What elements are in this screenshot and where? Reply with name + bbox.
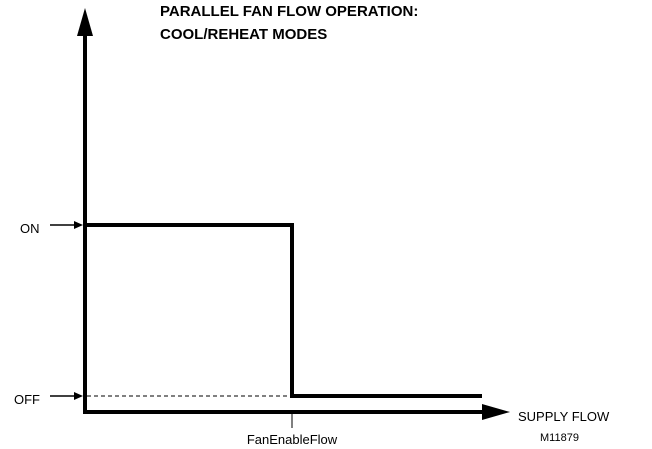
x-axis-label: SUPPLY FLOW (518, 409, 610, 424)
x-axis-arrow (482, 404, 510, 420)
y-axis-arrow (77, 8, 93, 36)
fan-state-line (85, 223, 482, 398)
title-line-1: PARALLEL FAN FLOW OPERATION: (160, 3, 418, 20)
on-pointer-head (74, 221, 83, 229)
off-label: OFF (14, 392, 40, 407)
x-tick-label: FanEnableFlow (247, 432, 338, 447)
figure-id: M11879 (540, 432, 579, 444)
on-label: ON (20, 221, 40, 236)
off-pointer-head (74, 392, 83, 400)
title-line-2: COOL/REHEAT MODES (160, 26, 327, 43)
